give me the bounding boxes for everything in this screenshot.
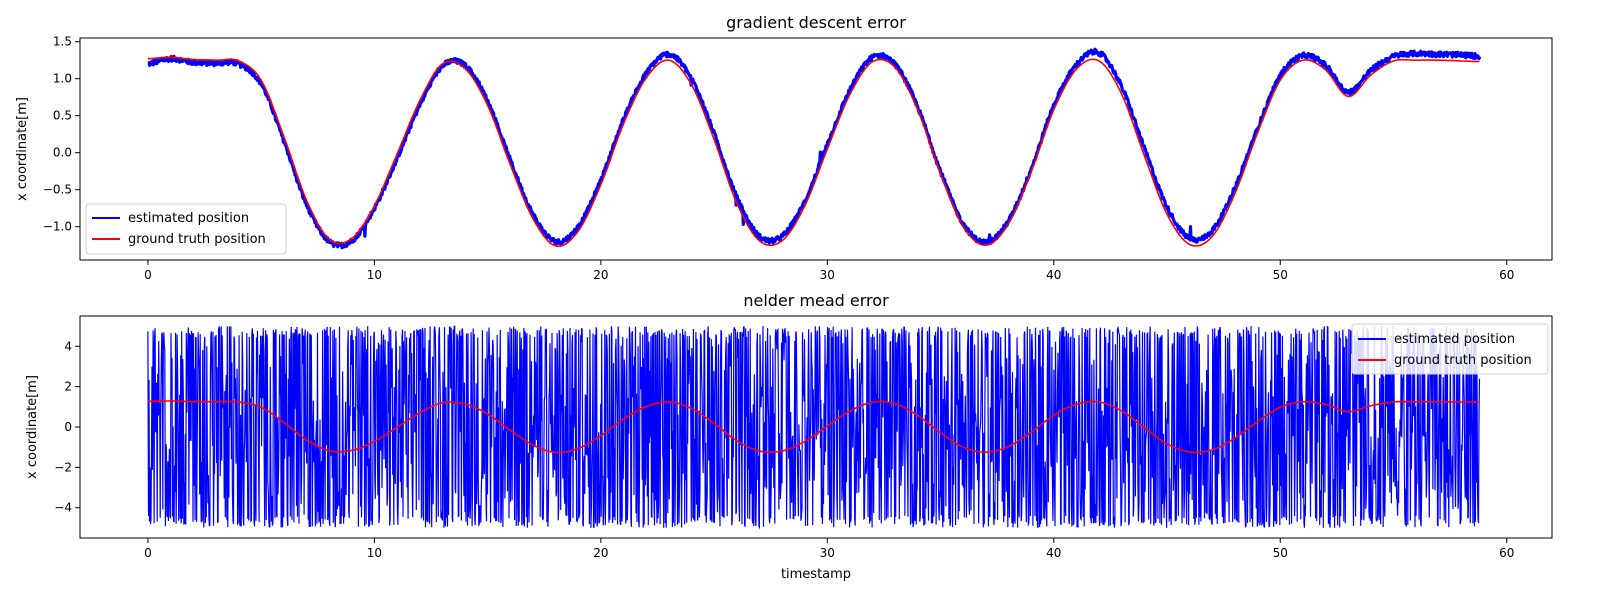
legend-label-estimated: estimated position: [128, 211, 249, 226]
legend-frame: [1351, 323, 1549, 375]
x-tick-label: 0: [144, 268, 152, 282]
series-ground-truth-line: [147, 56, 1480, 248]
y-tick-label: 2: [64, 380, 72, 394]
x-tick-label: 30: [820, 546, 835, 560]
chart-title: nelder mead error: [743, 291, 889, 310]
legend-label-ground-truth: ground truth position: [1394, 353, 1532, 368]
x-tick-label: 10: [367, 546, 382, 560]
y-tick-label: 1.5: [53, 35, 72, 49]
x-tick-label: 20: [593, 268, 608, 282]
x-tick-label: 40: [1046, 268, 1061, 282]
nelder-mead-subplot: nelder mead error 0 10 20 30 40 50 60 −4 −2 0 2 4 x…: [25, 291, 1553, 582]
legend-frame: [85, 203, 287, 255]
x-tick-label: 30: [820, 268, 835, 282]
y-tick-label: 4: [64, 339, 72, 353]
y-tick-label: 0: [64, 420, 72, 434]
series-layer: [146, 47, 1482, 250]
axis-ticks: 0 10 20 30 40 50 60 −4 −2 0 2 4: [54, 339, 1514, 560]
series-estimated-line: [147, 325, 1481, 530]
x-tick-label: 50: [1273, 268, 1288, 282]
x-tick-label: 10: [367, 268, 382, 282]
y-axis-label: x coordinate[m]: [25, 375, 40, 479]
x-tick-label: 50: [1273, 546, 1288, 560]
y-tick-label: 0.0: [53, 146, 72, 160]
gradient-descent-subplot: gradient descent error 0 10 20 30 40 50 60 −1.0…: [15, 13, 1553, 282]
x-tick-label: 0: [144, 546, 152, 560]
y-tick-label: −2: [54, 460, 72, 474]
x-tick-label: 60: [1499, 546, 1514, 560]
y-tick-label: −1.0: [43, 220, 72, 234]
x-tick-label: 20: [593, 546, 608, 560]
y-tick-label: 1.0: [53, 72, 72, 86]
x-tick-label: 40: [1046, 546, 1061, 560]
y-tick-label: 0.5: [53, 109, 72, 123]
legend-label-estimated: estimated position: [1394, 332, 1515, 347]
chart-title: gradient descent error: [726, 13, 906, 32]
y-tick-label: −4: [54, 501, 72, 515]
legend: estimated position ground truth position: [1351, 323, 1549, 375]
series-ground-truth-line: [147, 400, 1480, 454]
y-tick-label: −0.5: [43, 183, 72, 197]
plot-area-frame: [79, 37, 1553, 261]
series-estimated-line: [146, 47, 1482, 250]
axis-ticks: 0 10 20 30 40 50 60 −1.0 −0.5 0.0 0.5 1.0 1.5: [43, 35, 1514, 282]
x-tick-label: 60: [1499, 268, 1514, 282]
x-axis-label: timestamp: [781, 567, 851, 582]
legend: estimated position ground truth position: [85, 203, 287, 255]
series-layer: [147, 325, 1481, 530]
y-axis-label: x coordinate[m]: [15, 97, 30, 201]
legend-label-ground-truth: ground truth position: [128, 232, 266, 247]
